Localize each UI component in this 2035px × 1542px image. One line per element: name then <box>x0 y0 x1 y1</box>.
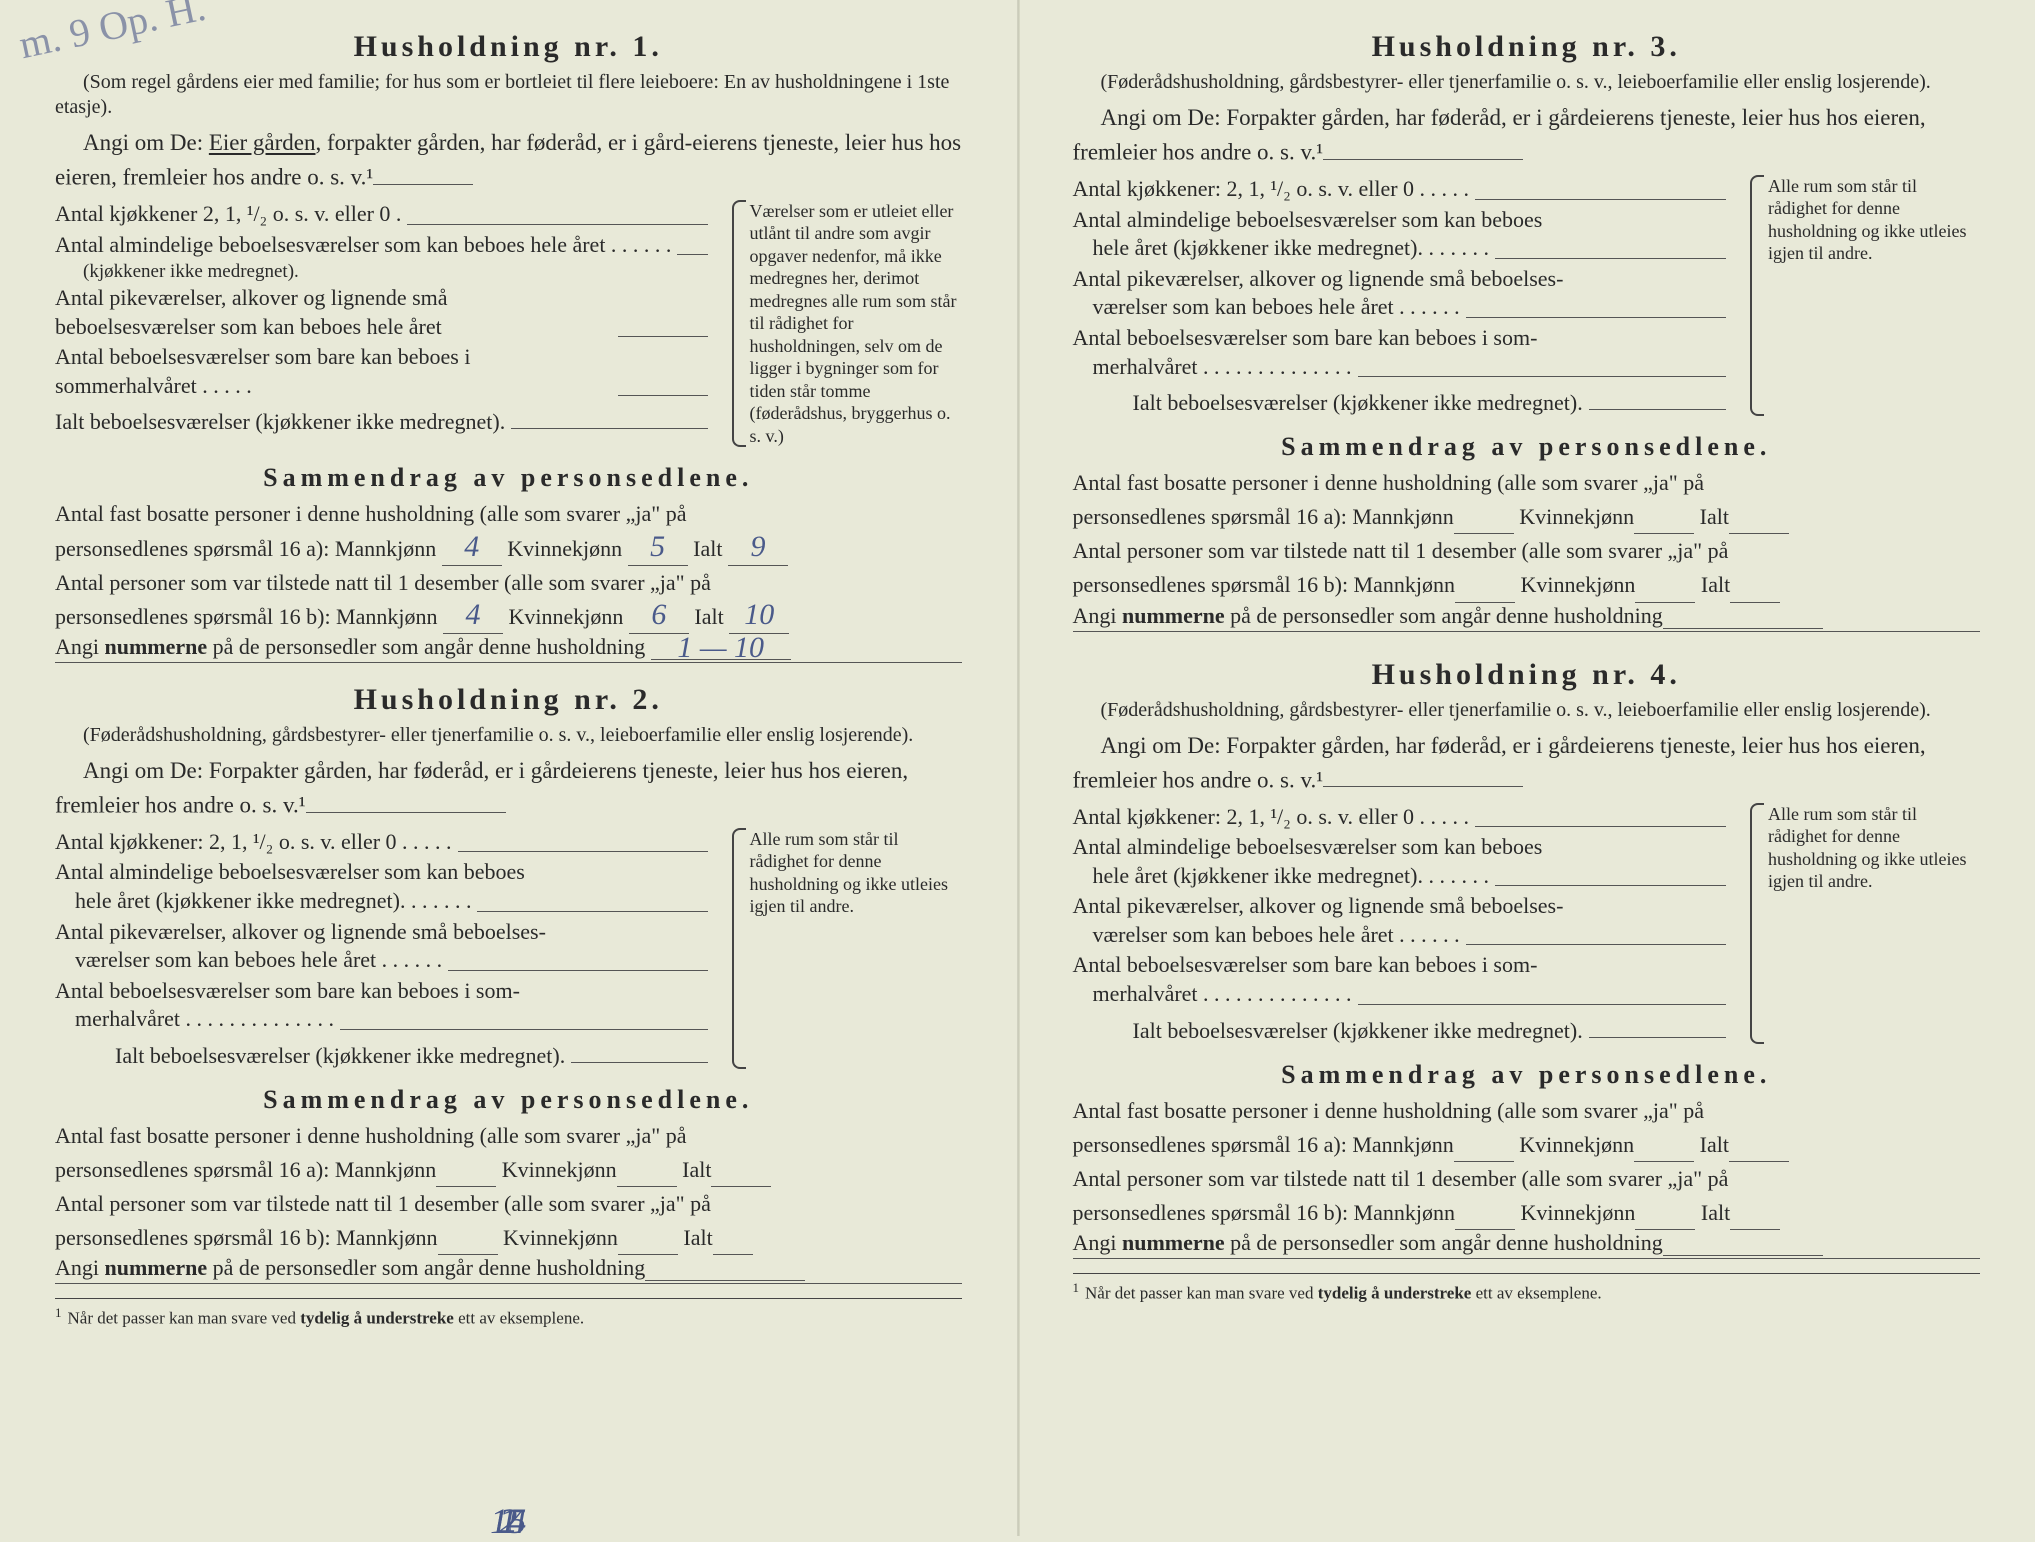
household-3-resident-row: Antal fast bosatte personer i denne hush… <box>1073 466 1981 534</box>
h3-alcoves-label-2: værelser som kan beboes hele året . . . … <box>1073 293 1460 322</box>
household-3-title: Husholdning nr. 3. <box>1073 30 1981 64</box>
household-3-sedler-row: Angi nummerne på de personsedler som ang… <box>1073 603 1981 632</box>
total-label: Ialt beboelsesværelser (kjøkkener ikke m… <box>55 409 505 435</box>
h3-total-label: Ialt beboelsesværelser (kjøkkener ikke m… <box>1133 390 1583 416</box>
h3-summer-label-1: Antal beboelsesværelser som bare kan beb… <box>1073 324 1733 353</box>
household-1-title: Husholdning nr. 1. <box>55 30 962 64</box>
h4-alcoves-label-1: Antal pikeværelser, alkover og lignende … <box>1073 892 1733 921</box>
h4-total-label: Ialt beboelsesværelser (kjøkkener ikke m… <box>1133 1018 1583 1044</box>
household-1-summary-title: Sammendrag av personsedlene. <box>55 463 962 493</box>
resident-m-value: 4 <box>464 524 479 571</box>
h4-alcoves-label-2: værelser som kan beboes hele året . . . … <box>1073 921 1460 950</box>
household-2-sedler-row: Angi nummerne på de personsedler som ang… <box>55 1255 962 1284</box>
household-4-angi: Angi om De: Forpakter gården, har føderå… <box>1073 729 1981 797</box>
h3-kitchens-label: Antal kjøkkener: 2, 1, ¹/₂ o. s. v. elle… <box>1073 175 1470 204</box>
household-2-present-row: Antal personer som var tilstede natt til… <box>55 1187 962 1255</box>
household-2-summary-title: Sammendrag av personsedlene. <box>55 1085 962 1115</box>
alcoves-label: Antal pikeværelser, alkover og lignende … <box>55 284 612 341</box>
household-3-present-row: Antal personer som var tilstede natt til… <box>1073 534 1981 602</box>
eier-garden-underlined: Eier gården <box>209 130 316 155</box>
brace-icon <box>732 200 746 448</box>
household-1-parenthetical: (Som regel gårdens eier med familie; for… <box>55 70 962 120</box>
right-footnote: 1Når det passer kan man svare ved tydeli… <box>1073 1273 1981 1304</box>
living-label: Antal almindelige beboelsesværelser som … <box>55 231 671 260</box>
household-2-rooms: Antal kjøkkener: 2, 1, ¹/₂ o. s. v. elle… <box>55 828 962 1069</box>
household-4-present-row: Antal personer som var tilstede natt til… <box>1073 1162 1981 1230</box>
household-2-parenthetical: (Føderådshusholdning, gårdsbestyrer- ell… <box>55 723 962 748</box>
brace-icon <box>732 828 746 1069</box>
household-1-sidenote: Værelser som er utleiet eller utlånt til… <box>732 200 962 448</box>
household-1-rooms: Antal kjøkkener 2, 1, ¹/₂ o. s. v. eller… <box>55 200 962 448</box>
h4-summer-label-2: merhalvåret . . . . . . . . . . . . . . <box>1073 980 1352 1009</box>
household-2-resident-row: Antal fast bosatte personer i denne hush… <box>55 1119 962 1187</box>
household-4-parenthetical: (Føderådshusholdning, gårdsbestyrer- ell… <box>1073 698 1981 723</box>
h2-alcoves-label-1: Antal pikeværelser, alkover og lignende … <box>55 918 714 947</box>
h4-summer-label-1: Antal beboelsesværelser som bare kan beb… <box>1073 951 1733 980</box>
h3-summer-label-2: merhalvåret . . . . . . . . . . . . . . <box>1073 353 1352 382</box>
h3-living-label-2: hele året (kjøkkener ikke medregnet). . … <box>1073 234 1489 263</box>
present-m-value: 4 <box>466 592 481 639</box>
household-3-summary-title: Sammendrag av personsedlene. <box>1073 432 1981 462</box>
h4-living-label-1: Antal almindelige beboelsesværelser som … <box>1073 833 1733 862</box>
household-1-sedler-row: Angi nummerne på de personsedler som ang… <box>55 634 962 663</box>
kitchens-label: Antal kjøkkener 2, 1, ¹/₂ o. s. v. eller… <box>55 200 401 229</box>
household-2-sidenote: Alle rum som står til rådighet for denne… <box>732 828 962 1069</box>
left-footnote: 1Når det passer kan man svare ved tydeli… <box>55 1298 962 1329</box>
household-3-angi: Angi om De: Forpakter gården, har føderå… <box>1073 101 1981 169</box>
h3-living-label-1: Antal almindelige beboelsesværelser som … <box>1073 206 1733 235</box>
h2-living-label-1: Antal almindelige beboelsesværelser som … <box>55 858 714 887</box>
household-4-sedler-row: Angi nummerne på de personsedler som ang… <box>1073 1230 1981 1259</box>
household-4-sidenote: Alle rum som står til rådighet for denne… <box>1750 803 1980 1044</box>
household-3-parenthetical: (Føderådshusholdning, gårdsbestyrer- ell… <box>1073 70 1981 95</box>
h2-summer-label-1: Antal beboelsesværelser som bare kan beb… <box>55 977 714 1006</box>
living-sublabel: (kjøkkener ikke medregnet). <box>55 261 714 284</box>
household-3-rooms: Antal kjøkkener: 2, 1, ¹/₂ o. s. v. elle… <box>1073 175 1981 416</box>
summer-label: Antal beboelsesværelser som bare kan beb… <box>55 343 612 400</box>
h2-summer-label-2: merhalvåret . . . . . . . . . . . . . . <box>55 1005 334 1034</box>
household-4-summary-title: Sammendrag av personsedlene. <box>1073 1060 1981 1090</box>
h2-living-label-2: hele året (kjøkkener ikke medregnet). . … <box>55 887 471 916</box>
left-page: m. 9 Op. H. Husholdning nr. 1. (Som rege… <box>0 0 1018 1536</box>
right-page: Husholdning nr. 3. (Føderådshusholdning,… <box>1018 0 2035 1536</box>
household-1-angi: Angi om De: Eier gården, forpakter gårde… <box>55 126 962 194</box>
household-4-resident-row: Antal fast bosatte personer i denne hush… <box>1073 1094 1981 1162</box>
household-1-resident-row: Antal fast bosatte personer i denne hush… <box>55 497 962 565</box>
h2-alcoves-label-2: værelser som kan beboes hele året . . . … <box>55 946 442 975</box>
h4-kitchens-label: Antal kjøkkener: 2, 1, ¹/₂ o. s. v. elle… <box>1073 803 1470 832</box>
h2-kitchens-label: Antal kjøkkener: 2, 1, ¹/₂ o. s. v. elle… <box>55 828 452 857</box>
household-1-present-row: Antal personer som var tilstede natt til… <box>55 566 962 634</box>
brace-icon <box>1750 803 1764 1044</box>
household-4-title: Husholdning nr. 4. <box>1073 658 1981 692</box>
h4-living-label-2: hele året (kjøkkener ikke medregnet). . … <box>1073 862 1489 891</box>
sedler-value: 1 — 10 <box>677 631 764 665</box>
resident-k-value: 5 <box>650 524 665 571</box>
h2-total-label: Ialt beboelsesværelser (kjøkkener ikke m… <box>115 1043 565 1069</box>
household-3-sidenote: Alle rum som står til rådighet for denne… <box>1750 175 1980 416</box>
household-2-title: Husholdning nr. 2. <box>55 683 962 717</box>
household-4-rooms: Antal kjøkkener: 2, 1, ¹/₂ o. s. v. elle… <box>1073 803 1981 1044</box>
resident-total-value: 9 <box>750 524 765 571</box>
present-k-value: 6 <box>651 592 666 639</box>
household-2-angi: Angi om De: Forpakter gården, har føderå… <box>55 754 962 822</box>
h3-alcoves-label-1: Antal pikeværelser, alkover og lignende … <box>1073 265 1733 294</box>
brace-icon <box>1750 175 1764 416</box>
